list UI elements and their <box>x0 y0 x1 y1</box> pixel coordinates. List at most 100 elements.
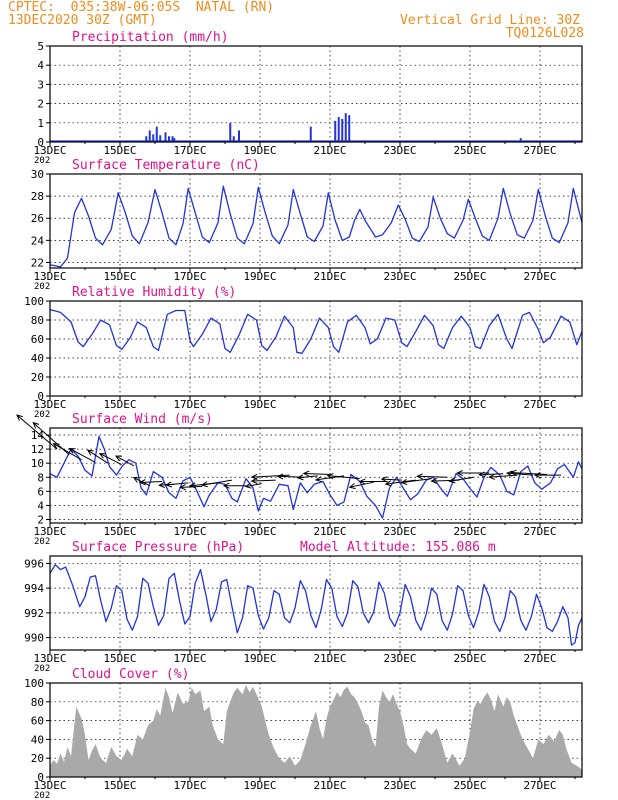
x-tick-label: 13DEC <box>33 652 66 665</box>
rh-line <box>49 308 583 354</box>
y-tick-label: 20 <box>31 371 44 384</box>
wind-vector <box>381 478 402 481</box>
y-tick-label: 5 <box>37 40 44 53</box>
pres-line <box>49 564 583 646</box>
wind-vector <box>139 480 163 483</box>
wind-arrowhead <box>114 455 123 462</box>
y-tick-label: 40 <box>31 733 44 746</box>
wind-arrowhead <box>314 476 322 483</box>
wind-arrowhead <box>509 469 517 476</box>
x-tick-label: 25DEC <box>453 398 486 411</box>
temp-line <box>49 185 583 268</box>
wind-vector <box>417 475 448 478</box>
x-year-label: 202 <box>34 537 50 547</box>
y-tick-label: 2 <box>37 513 44 526</box>
wind-arrowhead <box>384 480 392 487</box>
x-tick-label: 21DEC <box>313 525 346 538</box>
wind-arrowhead <box>358 478 366 485</box>
wind-arrowhead <box>276 473 284 480</box>
x-tick-label: 25DEC <box>453 779 486 792</box>
wind-vector <box>449 476 474 482</box>
wind-vector <box>201 479 233 486</box>
precip-bar <box>173 138 176 142</box>
wind-vector <box>327 475 360 480</box>
precip-bar <box>344 113 347 142</box>
wind-arrowhead <box>296 474 304 481</box>
wind-vector <box>506 472 534 476</box>
x-tick-label: 23DEC <box>383 525 416 538</box>
precip-bar <box>168 136 170 142</box>
x-tick-label: 25DEC <box>453 652 486 665</box>
y-tick-label: 24 <box>31 234 45 247</box>
precip-bar <box>519 138 522 142</box>
precip-bar <box>229 122 232 142</box>
wind-frame <box>49 427 583 524</box>
wind-arrowhead <box>430 477 438 484</box>
x-tick-label: 27DEC <box>523 144 556 157</box>
x-tick-label: 15DEC <box>103 144 136 157</box>
x-tick-label: 21DEC <box>313 652 346 665</box>
pres-frame <box>49 555 583 651</box>
x-tick-label: 25DEC <box>453 525 486 538</box>
wind-vector <box>115 455 135 467</box>
wind-arrowhead <box>86 449 94 456</box>
y-tick-label: 80 <box>31 314 44 327</box>
y-tick-label: 1 <box>37 117 44 130</box>
wind-arrowhead <box>68 447 76 454</box>
y-tick-label: 60 <box>31 715 44 728</box>
wind-arrowhead <box>179 484 186 491</box>
wind-arrowhead <box>505 470 513 477</box>
x-tick-label: 13DEC <box>33 779 66 792</box>
y-tick-label: 30 <box>31 168 44 181</box>
y-tick-label: 26 <box>31 212 44 225</box>
x-tick-label: 19DEC <box>243 652 276 665</box>
x-tick-label: 27DEC <box>523 779 556 792</box>
wind-arrowhead <box>222 482 230 489</box>
wind-arrowhead <box>348 483 356 490</box>
x-tick-label: 25DEC <box>453 270 486 283</box>
x-tick-label: 23DEC <box>383 144 416 157</box>
header-model-id: TQ0126L028 <box>505 26 584 41</box>
precip-bar <box>309 126 312 142</box>
x-tick-label: 17DEC <box>173 652 206 665</box>
x-year-label: 202 <box>34 156 50 166</box>
wind-vector <box>166 482 189 486</box>
x-tick-label: 17DEC <box>173 144 206 157</box>
y-tick-label: 22 <box>31 256 44 269</box>
precip-bar <box>232 136 235 142</box>
rh-title: Relative Humidity (%) <box>72 285 236 300</box>
header-station: CPTEC: 035:38W-06:05S NATAL (RN) <box>8 0 275 15</box>
x-tick-label: 21DEC <box>313 398 346 411</box>
precip-bar <box>159 135 162 142</box>
temp-title: Surface Temperature (nC) <box>72 158 260 173</box>
wind-arrowhead <box>188 482 196 489</box>
y-tick-label: 20 <box>31 752 44 765</box>
wind-vector <box>99 453 122 466</box>
y-tick-label: 4 <box>37 59 44 72</box>
precip-bar <box>334 120 337 142</box>
wind-arrowhead <box>132 477 140 483</box>
x-tick-label: 13DEC <box>33 144 66 157</box>
wind-vector <box>69 448 96 463</box>
wind-arrowhead <box>52 443 60 449</box>
wind-arrowhead <box>478 471 485 478</box>
y-tick-label: 0 <box>37 136 44 149</box>
temp-frame <box>49 173 583 269</box>
x-tick-label: 15DEC <box>103 652 136 665</box>
wind-arrowhead <box>533 472 541 479</box>
x-tick-label: 19DEC <box>243 398 276 411</box>
x-tick-label: 19DEC <box>243 779 276 792</box>
x-tick-label: 21DEC <box>313 779 346 792</box>
precip-bar <box>341 118 344 142</box>
wind-title: Surface Wind (m/s) <box>72 412 213 427</box>
wind-vector <box>53 443 82 461</box>
wind-arrowhead <box>326 473 334 480</box>
x-tick-label: 17DEC <box>173 525 206 538</box>
precip-bar <box>155 126 158 142</box>
pres-title: Surface Pressure (hPa) <box>72 540 244 555</box>
x-tick-label: 21DEC <box>313 270 346 283</box>
x-tick-label: 15DEC <box>103 525 136 538</box>
x-tick-label: 19DEC <box>243 144 276 157</box>
wind-arrowhead <box>200 481 208 488</box>
